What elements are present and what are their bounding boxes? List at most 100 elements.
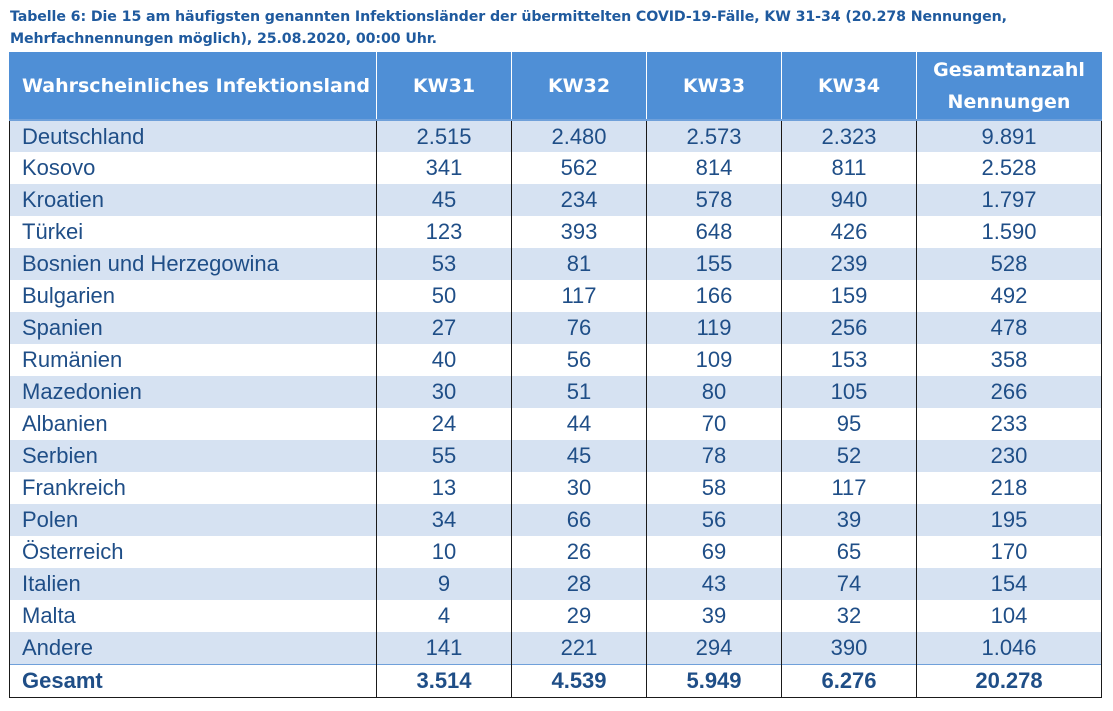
kw33-cell: 78 [646, 440, 782, 472]
kw33-cell: 648 [646, 216, 782, 248]
total-cell: 1.797 [916, 184, 1102, 216]
kw31-cell: 24 [376, 408, 512, 440]
kw34-cell: 159 [781, 280, 917, 312]
kw34-cell: 390 [781, 632, 917, 664]
table-header: Wahrscheinliches Infektionsland KW31 KW3… [9, 52, 1102, 120]
kw32-cell: 66 [511, 504, 647, 536]
kw32-cell: 2.480 [511, 119, 647, 152]
total-cell: 478 [916, 312, 1102, 344]
table-row: Polen 34 66 56 39 195 [9, 504, 1102, 536]
kw32-cell: 28 [511, 568, 647, 600]
country-cell: Rumänien [9, 344, 377, 376]
header-total: Gesamtanzahl Nennungen [916, 52, 1102, 120]
table-row: Italien 9 28 43 74 154 [9, 568, 1102, 600]
kw33-cell: 578 [646, 184, 782, 216]
table-row: Mazedonien 30 51 80 105 266 [9, 376, 1102, 408]
infection-countries-table: Wahrscheinliches Infektionsland KW31 KW3… [9, 52, 1102, 698]
kw33-cell: 155 [646, 248, 782, 280]
kw33-cell: 56 [646, 504, 782, 536]
total-cell: 104 [916, 600, 1102, 632]
country-cell: Türkei [9, 216, 377, 248]
kw34-cell: 117 [781, 472, 917, 504]
kw34-cell: 74 [781, 568, 917, 600]
country-cell: Mazedonien [9, 376, 377, 408]
country-cell: Malta [9, 600, 377, 632]
table-row: Malta 4 29 39 32 104 [9, 600, 1102, 632]
country-cell: Kosovo [9, 152, 377, 184]
kw31-cell: 40 [376, 344, 512, 376]
kw32-cell: 56 [511, 344, 647, 376]
country-cell: Italien [9, 568, 377, 600]
total-cell: 230 [916, 440, 1102, 472]
kw33-cell: 166 [646, 280, 782, 312]
kw31-cell: 123 [376, 216, 512, 248]
kw34-cell: 95 [781, 408, 917, 440]
header-row: Wahrscheinliches Infektionsland KW31 KW3… [9, 52, 1102, 120]
total-cell: 195 [916, 504, 1102, 536]
table-body: Deutschland 2.515 2.480 2.573 2.323 9.891 Koso… [9, 119, 1102, 698]
country-cell: Spanien [9, 312, 377, 344]
kw34-cell: 239 [781, 248, 917, 280]
kw33-cell: 39 [646, 600, 782, 632]
kw31-cell: 10 [376, 536, 512, 568]
header-kw31: KW31 [376, 52, 512, 120]
country-cell: Albanien [9, 408, 377, 440]
total-kw32-cell: 4.539 [511, 663, 647, 698]
total-cell: 2.528 [916, 152, 1102, 184]
kw32-cell: 30 [511, 472, 647, 504]
kw34-cell: 153 [781, 344, 917, 376]
table-row: Frankreich 13 30 58 117 218 [9, 472, 1102, 504]
header-country: Wahrscheinliches Infektionsland [9, 52, 377, 120]
kw32-cell: 51 [511, 376, 647, 408]
kw31-cell: 55 [376, 440, 512, 472]
kw31-cell: 2.515 [376, 119, 512, 152]
kw34-cell: 256 [781, 312, 917, 344]
table-row: Kosovo 341 562 814 811 2.528 [9, 152, 1102, 184]
country-cell: Andere [9, 632, 377, 664]
kw31-cell: 45 [376, 184, 512, 216]
kw33-cell: 43 [646, 568, 782, 600]
total-cell: 528 [916, 248, 1102, 280]
kw32-cell: 29 [511, 600, 647, 632]
kw31-cell: 13 [376, 472, 512, 504]
header-kw33: KW33 [646, 52, 782, 120]
total-cell: 358 [916, 344, 1102, 376]
total-cell: 1.590 [916, 216, 1102, 248]
kw33-cell: 814 [646, 152, 782, 184]
kw33-cell: 119 [646, 312, 782, 344]
kw31-cell: 50 [376, 280, 512, 312]
kw32-cell: 26 [511, 536, 647, 568]
country-cell: Serbien [9, 440, 377, 472]
total-cell: 218 [916, 472, 1102, 504]
kw31-cell: 30 [376, 376, 512, 408]
country-cell: Kroatien [9, 184, 377, 216]
total-cell: 266 [916, 376, 1102, 408]
kw33-cell: 80 [646, 376, 782, 408]
table-row: Spanien 27 76 119 256 478 [9, 312, 1102, 344]
table-row: Kroatien 45 234 578 940 1.797 [9, 184, 1102, 216]
kw31-cell: 27 [376, 312, 512, 344]
kw32-cell: 81 [511, 248, 647, 280]
kw34-cell: 65 [781, 536, 917, 568]
kw32-cell: 221 [511, 632, 647, 664]
kw32-cell: 117 [511, 280, 647, 312]
kw33-cell: 2.573 [646, 119, 782, 152]
country-cell: Bulgarien [9, 280, 377, 312]
table-row: Andere 141 221 294 390 1.046 [9, 632, 1102, 664]
country-cell: Österreich [9, 536, 377, 568]
table-row: Deutschland 2.515 2.480 2.573 2.323 9.891 [9, 119, 1102, 152]
total-kw31-cell: 3.514 [376, 663, 512, 698]
kw34-cell: 426 [781, 216, 917, 248]
kw32-cell: 45 [511, 440, 647, 472]
kw32-cell: 44 [511, 408, 647, 440]
kw34-cell: 940 [781, 184, 917, 216]
country-cell: Frankreich [9, 472, 377, 504]
kw32-cell: 562 [511, 152, 647, 184]
kw31-cell: 341 [376, 152, 512, 184]
kw34-cell: 39 [781, 504, 917, 536]
table-row: Bulgarien 50 117 166 159 492 [9, 280, 1102, 312]
header-kw34: KW34 [781, 52, 917, 120]
header-kw32: KW32 [511, 52, 647, 120]
kw34-cell: 32 [781, 600, 917, 632]
kw33-cell: 109 [646, 344, 782, 376]
